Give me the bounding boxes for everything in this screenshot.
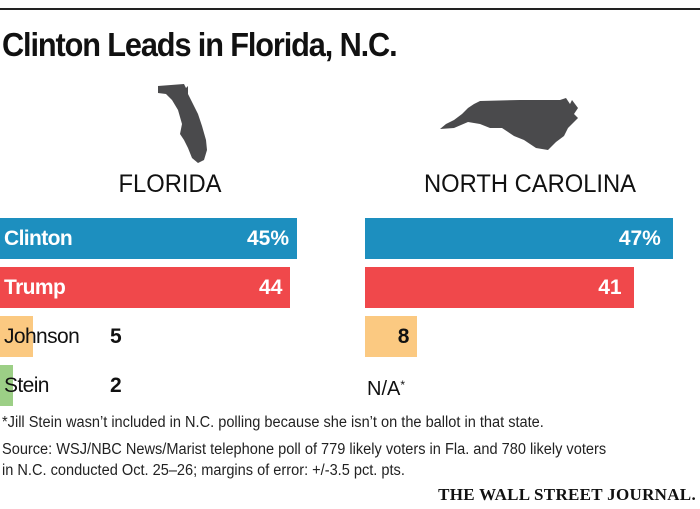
north-carolina-heading: NORTH CAROLINA [423, 170, 637, 198]
chart-title: Clinton Leads in Florida, N.C. [2, 26, 398, 63]
source-line-2: in N.C. conducted Oct. 25–26; margins of… [2, 462, 405, 479]
florida-johnson-bar [0, 316, 33, 357]
florida-johnson-value: 5 [110, 325, 122, 348]
florida-stein-value: 2 [110, 374, 122, 397]
north-carolina-shape [440, 98, 578, 150]
wsj-logo: THE WALL STREET JOURNAL. [438, 485, 696, 504]
north-carolina-trump-value: 41 [598, 276, 622, 299]
florida-stein-bar [0, 365, 14, 406]
north-carolina-clinton-value: 47% [618, 227, 661, 250]
footnote: *Jill Stein wasn’t included in N.C. poll… [2, 414, 544, 431]
source-line-1: Source: WSJ/NBC News/Marist telephone po… [2, 441, 607, 458]
north-carolina-stein-na-label: N/A* [367, 365, 405, 406]
north-carolina-johnson-bar [365, 316, 418, 357]
florida-map-icon [158, 84, 207, 163]
top-rule [0, 8, 700, 10]
florida-trump-bar [0, 267, 291, 308]
north-carolina-johnson-value: 8 [397, 325, 410, 348]
florida-heading: FLORIDA [118, 170, 222, 198]
north-carolina-clinton-bar [365, 218, 673, 259]
footnote-marker: * [400, 378, 406, 392]
candidate-label-clinton: Clinton [4, 227, 73, 250]
north-carolina-map-icon [440, 98, 578, 150]
florida-clinton-bar [0, 218, 297, 259]
na-text: N/A [367, 378, 401, 400]
north-carolina-trump-bar [365, 267, 634, 308]
candidate-label-stein: Stein [4, 374, 49, 397]
florida-trump-value: 44 [259, 276, 283, 299]
florida-clinton-value: 45% [246, 227, 289, 250]
florida-shape [158, 84, 207, 163]
candidate-label-johnson: Johnson [4, 325, 80, 348]
candidate-label-trump: Trump [4, 276, 66, 299]
